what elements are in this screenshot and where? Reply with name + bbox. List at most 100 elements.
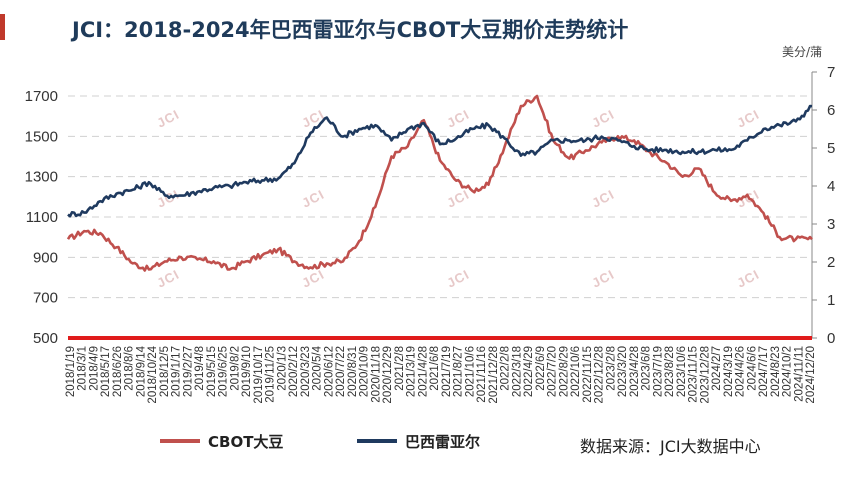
- watermark: JCI: [299, 186, 327, 210]
- x-tick-label: 2023/11/15: [688, 346, 700, 403]
- x-tick-label: 2023/2/8: [605, 346, 617, 391]
- x-tick-label: 2019/5/15: [206, 346, 218, 397]
- x-tick-label: 2023/4/28: [629, 346, 641, 397]
- x-tick-label: 2021/12/28: [488, 346, 500, 404]
- x-tick-label: 2020/1/3: [276, 346, 288, 391]
- y2-tick-label: 5: [827, 140, 835, 157]
- x-tick-label: 2019/4/8: [194, 346, 206, 391]
- right-y-axis: 0 1 2 3 4 5 6 7: [811, 64, 835, 347]
- x-tick-label: 2018/6/26: [112, 346, 124, 397]
- x-tick-label: 2019/6/25: [218, 346, 230, 397]
- y-tick-label: 500: [33, 330, 58, 347]
- x-tick-label: 2022/11/15: [582, 346, 594, 403]
- x-tick-label: 2019/2/27: [182, 346, 194, 397]
- y-tick-label: 1700: [25, 88, 58, 105]
- x-tick-label: 2021/10/6: [464, 346, 476, 397]
- watermark: JCI: [299, 266, 327, 290]
- watermark: JCI: [589, 186, 617, 210]
- x-tick-label: 2024/7/17: [758, 346, 770, 397]
- x-tick-label: 2020/6/12: [323, 346, 335, 397]
- legend: CBOT大豆 巴西雷亚尔: [160, 433, 480, 451]
- watermark: JCI: [589, 106, 617, 130]
- x-tick-label: 2024/2/7: [711, 346, 723, 391]
- series-line-brl: [67, 104, 813, 218]
- left-y-axis: 500 700 900 1100 1300 1500 1700: [25, 88, 58, 347]
- watermark: JCI: [589, 266, 617, 290]
- x-tick-label: 2023/8/28: [664, 346, 676, 397]
- x-tick-label: 2018/5/17: [100, 346, 112, 397]
- x-tick-label: 2022/2/8: [500, 346, 512, 391]
- y2-tick-label: 4: [827, 178, 835, 195]
- x-tick-label: 2019/11/25: [265, 346, 277, 403]
- watermark: JCI: [734, 266, 762, 290]
- y2-tick-label: 0: [827, 330, 835, 347]
- watermark: JCI: [299, 106, 327, 130]
- x-tick-label: 2020/11/18: [370, 346, 382, 403]
- x-tick-label: 2019/8/2: [229, 346, 241, 391]
- x-tick-label: 2018/8/6: [124, 346, 136, 391]
- x-tick-label: 2021/6/8: [429, 346, 441, 391]
- x-tick-label: 2020/5/4: [312, 345, 324, 390]
- y2-tick-label: 1: [827, 292, 835, 309]
- y-tick-label: 1500: [25, 128, 58, 145]
- x-tick-label: 2018/12/5: [159, 346, 171, 397]
- y-tick-label: 700: [33, 290, 58, 307]
- x-tick-label: 2020/10/9: [359, 346, 371, 397]
- x-tick-label: 2021/8/27: [453, 346, 465, 397]
- watermark: JCI: [444, 186, 472, 210]
- y2-tick-label: 7: [827, 64, 835, 81]
- series-line-cbot: [66, 94, 813, 272]
- x-tick-label: 2018/1/19: [65, 346, 77, 397]
- x-tick-label: 2022/6/9: [535, 346, 547, 391]
- x-tick-label: 2021/7/19: [441, 346, 453, 397]
- x-tick-label: 2018/10/24: [147, 345, 159, 403]
- x-tick-label: 2022/7/20: [547, 346, 559, 397]
- x-tick-label: 2020/3/23: [300, 346, 312, 397]
- x-tick-label: 2021/3/19: [406, 346, 418, 397]
- x-tick-label: 2018/3/1: [77, 346, 89, 391]
- x-tick-label: 2020/12/29: [382, 346, 394, 404]
- x-tick-label: 2023/10/6: [676, 346, 688, 397]
- watermark: JCI: [154, 266, 182, 290]
- y2-tick-label: 2: [827, 254, 835, 271]
- x-tick-label: 2019/9/10: [241, 346, 253, 397]
- x-tick-label: 2020/8/31: [347, 346, 359, 397]
- x-tick-label: 2023/7/19: [652, 346, 664, 397]
- data-source: 数据来源：JCI大数据中心: [580, 437, 761, 456]
- legend-label-brl: 巴西雷亚尔: [405, 433, 480, 451]
- x-tick-label: 2022/12/28: [594, 346, 606, 404]
- y2-tick-label: 3: [827, 216, 835, 233]
- y-tick-label: 900: [33, 249, 58, 266]
- x-tick-label: 2023/6/8: [641, 346, 653, 391]
- x-tick-label: 2024/8/23: [770, 346, 782, 397]
- watermark: JCI: [444, 106, 472, 130]
- x-tick-label: 2024/12/20: [805, 346, 817, 404]
- watermark: JCI: [444, 266, 472, 290]
- x-tick-label: 2022/8/29: [558, 346, 570, 397]
- title-accent-bar: [0, 14, 5, 40]
- x-tick-label: 2021/11/16: [476, 346, 488, 403]
- series-lines: [66, 94, 813, 272]
- legend-label-cbot: CBOT大豆: [208, 433, 283, 451]
- x-tick-label: 2023/12/28: [699, 346, 711, 404]
- x-tick-label: 2019/10/17: [253, 346, 265, 404]
- watermark: JCI: [734, 106, 762, 130]
- y2-tick-label: 6: [827, 102, 835, 119]
- x-tick-label: 2021/4/28: [417, 346, 429, 397]
- x-tick-label: 2024/4/26: [735, 346, 747, 397]
- watermark: JCI: [154, 106, 182, 130]
- y-tick-label: 1300: [25, 169, 58, 186]
- x-tick-label: 2018/9/14: [135, 345, 147, 397]
- x-tick-label: 2023/3/20: [617, 346, 629, 397]
- x-axis: 2018/1/19 2018/3/1 2018/4/9 2018/5/17 2018/6…: [65, 345, 817, 403]
- x-tick-label: 2019/1/17: [171, 346, 183, 397]
- x-tick-label: 2020/7/22: [335, 346, 347, 397]
- x-tick-label: 2024/11/11: [793, 346, 805, 402]
- y-tick-label: 1100: [26, 209, 58, 226]
- x-tick-label: 2018/4/9: [88, 346, 100, 391]
- x-tick-label: 2024/6/6: [746, 346, 758, 391]
- x-tick-label: 2022/10/6: [570, 346, 582, 397]
- x-tick-label: 2024/10/2: [782, 346, 794, 397]
